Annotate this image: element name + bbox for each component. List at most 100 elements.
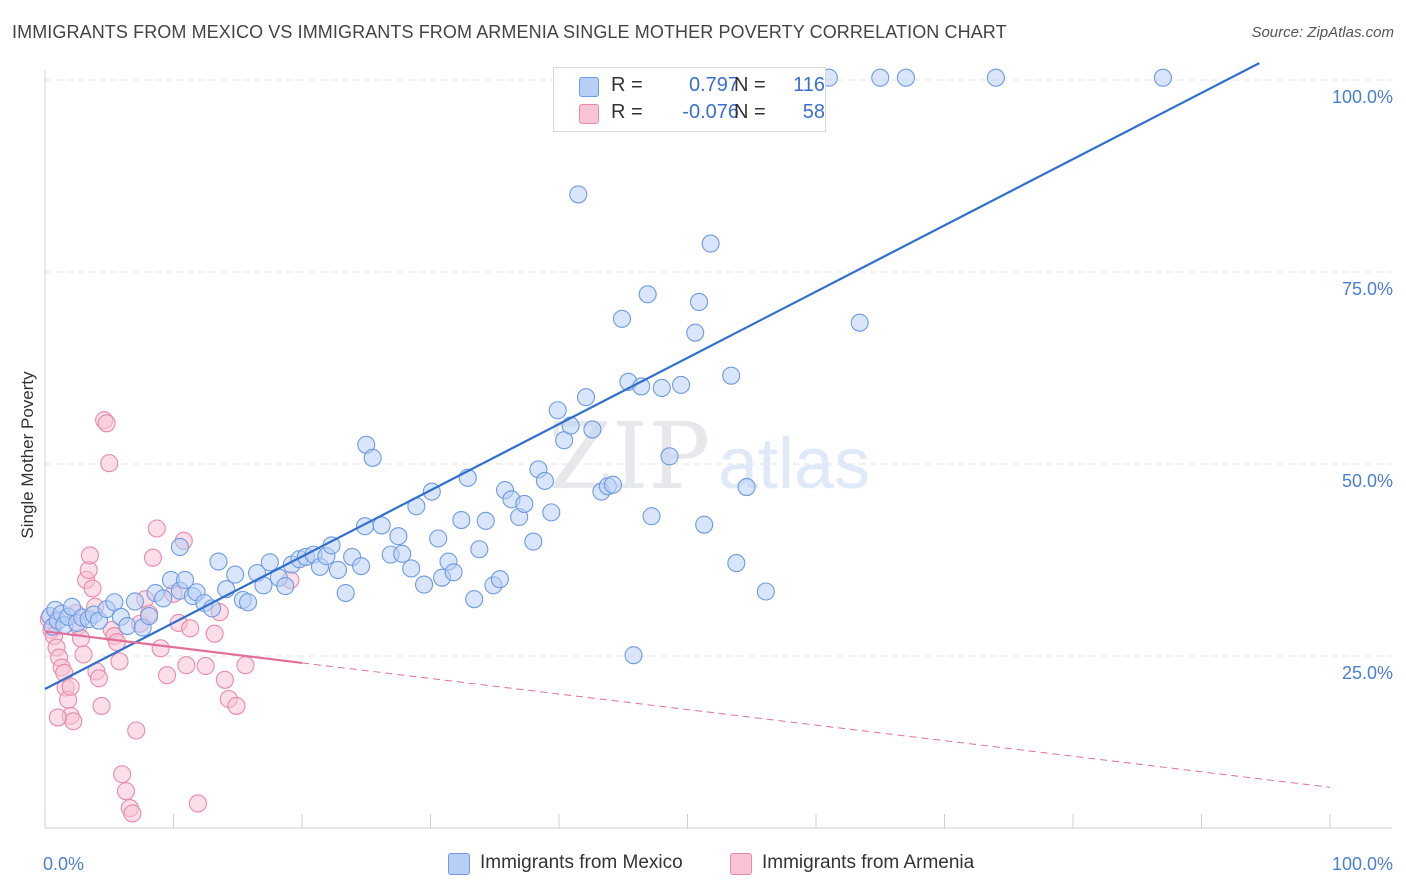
- mexico-point: [140, 607, 159, 626]
- mexico-point: [352, 557, 371, 576]
- armenia-point: [92, 696, 111, 715]
- armenia-point: [71, 629, 91, 648]
- armenia-point: [151, 639, 170, 658]
- armenia-point: [188, 794, 207, 813]
- armenia-point: [181, 619, 200, 638]
- armenia-point: [100, 454, 119, 473]
- mexico-point: [336, 583, 355, 603]
- legend-swatch-mexico: [448, 853, 470, 875]
- legend-swatch-armenia: [730, 853, 752, 875]
- legend-r-label: R =: [611, 74, 643, 96]
- armenia-point: [123, 804, 142, 823]
- series-legend: Immigrants from Mexico Immigrants from A…: [0, 852, 1406, 878]
- armenia-point: [64, 712, 83, 731]
- mexico-point: [389, 527, 408, 546]
- mexico-point: [515, 494, 534, 513]
- mexico-point: [737, 477, 756, 497]
- grid-lines: [45, 79, 1392, 657]
- mexico-point: [727, 554, 746, 573]
- armenia-point: [196, 656, 215, 676]
- mexico-point: [561, 416, 580, 435]
- y-tick-label: 75.0%: [1342, 279, 1393, 299]
- axes: [44, 70, 1392, 829]
- mexico-point: [372, 516, 391, 535]
- mexico-point: [176, 570, 195, 590]
- mexico-point: [402, 559, 421, 578]
- y-tick-label: 25.0%: [1342, 663, 1393, 683]
- armenia-point: [158, 666, 177, 685]
- mexico-point: [393, 544, 412, 563]
- mexico-points: [41, 68, 1172, 665]
- mexico-point: [452, 511, 471, 530]
- mexico-point: [476, 511, 495, 530]
- x-tick-label: 100.0%: [1332, 854, 1393, 874]
- armenia-point: [127, 721, 146, 740]
- mexico-point: [209, 552, 228, 571]
- mexico-point: [850, 313, 869, 332]
- armenia-point: [97, 414, 116, 433]
- correlation-legend: R = 0.797 N = 116 R = -0.076 N = 58: [553, 67, 826, 132]
- tick-labels: 25.0% 50.0% 75.0% 100.0% 0.0% 100.0%: [43, 87, 1393, 874]
- mexico-point: [470, 540, 489, 559]
- mexico-point: [125, 592, 144, 611]
- armenia-point: [74, 645, 93, 664]
- mexico-point: [672, 375, 691, 394]
- armenia-point: [147, 519, 166, 538]
- mexico-point: [722, 366, 741, 385]
- mexico-point: [690, 292, 709, 312]
- armenia-point: [48, 708, 67, 727]
- mexico-point: [328, 560, 348, 580]
- mexico-point: [603, 475, 623, 494]
- mexico-point: [542, 503, 561, 522]
- mexico-point: [638, 285, 657, 304]
- mexico-point: [701, 234, 720, 253]
- armenia-point: [236, 656, 255, 675]
- armenia-point: [110, 652, 129, 671]
- chart-title: IMMIGRANTS FROM MEXICO VS IMMIGRANTS FRO…: [12, 22, 1007, 42]
- armenia-point: [177, 656, 196, 675]
- y-tick-label: 50.0%: [1342, 471, 1393, 491]
- x-tick-label: 0.0%: [43, 854, 84, 874]
- armenia-point: [89, 669, 109, 688]
- mexico-point: [276, 577, 295, 596]
- mexico-point: [535, 471, 554, 490]
- armenia-point: [116, 782, 136, 801]
- mexico-point: [986, 68, 1005, 87]
- mexico-point: [548, 401, 567, 420]
- mexico-point: [583, 420, 602, 439]
- mexico-point: [170, 537, 189, 556]
- mexico-point: [429, 529, 448, 548]
- mexico-point: [624, 646, 643, 665]
- trend-lines: [44, 62, 1331, 788]
- mexico-point: [226, 565, 245, 584]
- mexico-point: [1153, 68, 1172, 87]
- armenia-point: [61, 677, 80, 696]
- legend-n-label: N =: [734, 74, 766, 96]
- armenia-point: [143, 548, 162, 567]
- armenia-point: [113, 765, 132, 784]
- mexico-point: [642, 507, 661, 526]
- mexico-point: [660, 447, 679, 466]
- armenia-trend-extension: [301, 662, 1331, 788]
- mexico-point: [444, 563, 463, 582]
- mexico-point: [871, 68, 890, 87]
- mexico-point: [260, 553, 279, 572]
- mexico-point: [465, 590, 484, 609]
- legend-swatch-armenia: [579, 104, 599, 124]
- mexico-point: [896, 68, 916, 87]
- mexico-point: [686, 323, 705, 342]
- armenia-trend-line: [44, 630, 303, 665]
- armenia-point: [83, 579, 102, 598]
- armenia-point: [215, 670, 234, 689]
- mexico-point: [118, 616, 137, 636]
- mexico-point: [695, 515, 714, 534]
- armenia-point: [80, 546, 100, 565]
- mexico-point: [524, 532, 543, 551]
- legend-label-mexico: Immigrants from Mexico: [480, 852, 683, 873]
- mexico-point: [756, 582, 775, 601]
- legend-r-value-mexico: 0.797: [688, 74, 739, 96]
- mexico-point: [569, 185, 588, 204]
- legend-n-value-armenia: 58: [802, 101, 825, 123]
- legend-r-label: R =: [611, 101, 643, 123]
